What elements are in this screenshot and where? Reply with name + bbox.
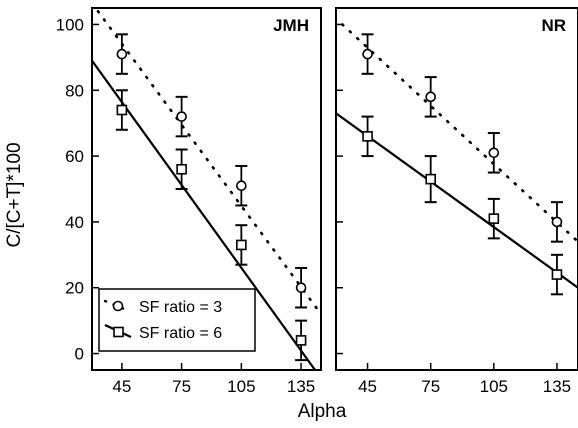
data-point-circle [362, 48, 373, 60]
panel-nr: 45 75 105 135 NR [335, 7, 578, 396]
x-tick-label: 135 [543, 377, 571, 396]
x-tick-label: 45 [358, 377, 377, 396]
x-tick-label: 105 [227, 377, 255, 396]
panel-title: NR [541, 16, 566, 35]
fit-line-solid [335, 112, 578, 289]
data-point-square [236, 239, 247, 251]
data-point-circle [488, 147, 500, 159]
data-point-circle [295, 282, 307, 294]
x-tick-label: 45 [112, 377, 131, 396]
legend: SF ratio = 3 SF ratio = 6 [98, 288, 256, 352]
legend-marker-square [113, 326, 124, 338]
data-point-square [362, 131, 373, 142]
x-tick-label: 75 [172, 377, 191, 396]
panel-title: JMH [273, 16, 309, 35]
y-tick-label: 20 [65, 279, 84, 298]
y-tick-label: 60 [65, 147, 84, 166]
data-point-square [425, 173, 436, 185]
plot-frame [335, 7, 578, 371]
data-point-circle [176, 111, 187, 122]
y-tick-label: 80 [65, 81, 84, 100]
legend-label: SF ratio = 3 [139, 299, 222, 316]
legend-marker-circle [112, 300, 124, 312]
legend-label: SF ratio = 6 [139, 325, 222, 342]
data-point-square [295, 335, 307, 346]
fit-line-solid [91, 60, 316, 371]
data-point-square [176, 163, 187, 175]
data-point-circle [551, 216, 563, 228]
y-tick-label: 40 [65, 213, 84, 232]
x-tick-label: 75 [421, 377, 440, 396]
plot-frame [91, 7, 322, 371]
y-tick-label: 100 [56, 15, 84, 34]
fit-line-dotted [341, 23, 578, 243]
data-point-square [551, 269, 563, 280]
x-tick-label: 135 [287, 377, 315, 396]
data-point-circle [425, 91, 436, 103]
data-point-circle [116, 48, 128, 60]
x-tick-label: 105 [480, 377, 508, 396]
data-point-circle [236, 180, 247, 192]
fit-line-dotted [96, 9, 323, 316]
data-point-square [116, 104, 128, 116]
y-tick-label: 0 [75, 345, 84, 364]
data-point-square [488, 213, 500, 224]
y-axis-label: C/[C+T]*100 [4, 142, 25, 247]
x-axis-label: Alpha [298, 401, 347, 422]
legend-box [98, 288, 256, 352]
